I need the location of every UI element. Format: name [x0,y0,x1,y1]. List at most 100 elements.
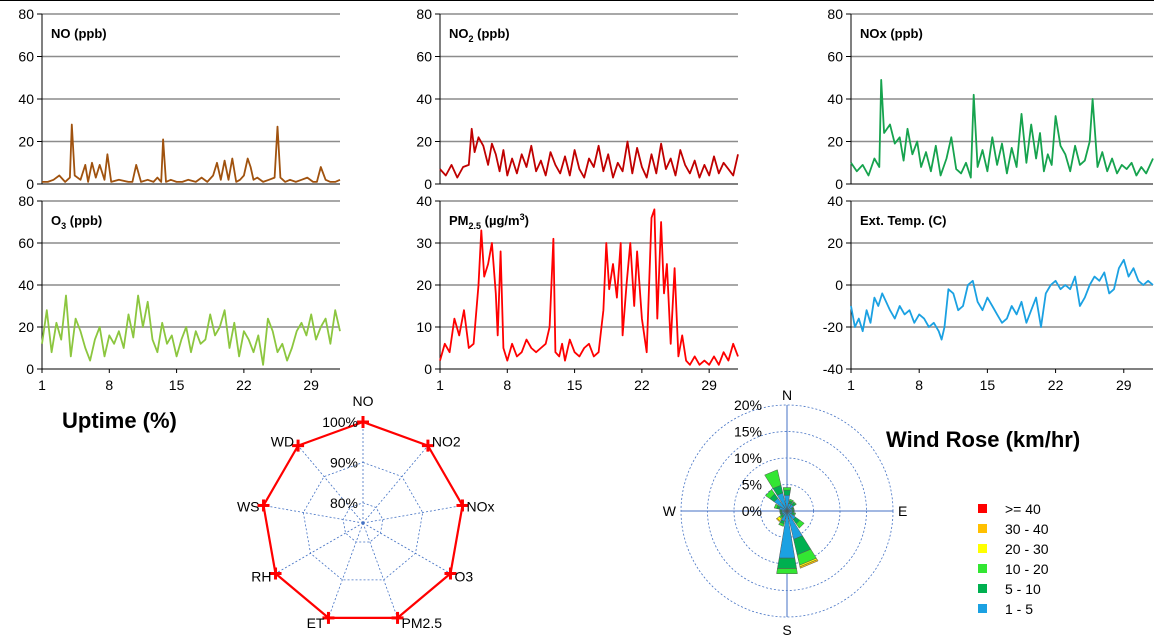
legend-label: 1 - 5 [1005,601,1033,617]
x-tick-label: 8 [915,377,923,393]
windrose-wedge [782,487,792,491]
legend-item: 20 - 30 [978,541,1049,557]
x-tick-label: 1 [436,377,444,393]
y-tick-label: 60 [18,49,34,65]
series-line [41,294,341,366]
panel-1: 0 20 40 60 80 NO (ppb) [18,6,341,192]
legend-swatch [978,584,987,593]
windrose-wedge [779,509,781,513]
windrose-tick-label: 15% [734,424,762,440]
windrose-wedge [792,501,797,506]
radar-spoke [362,505,463,524]
series-line [42,123,341,183]
legend-swatch [978,564,987,573]
windrose-title: Wind Rose (km/hr) [886,427,1080,452]
x-tick-label: 29 [701,377,717,393]
radar-category-label: O3 [454,569,473,585]
y-tick-label: 30 [416,235,432,251]
compass-label: W [663,503,677,519]
x-tick-label: 29 [1116,377,1132,393]
radar-marker [269,567,282,580]
x-tick-label: 29 [303,377,319,393]
radar-spoke [275,522,364,574]
radar-tick-label: 90% [330,454,358,470]
legend-label: 20 - 30 [1005,541,1049,557]
windrose-wedge [793,512,797,517]
compass-label: N [782,387,792,403]
y-tick-label: 60 [827,49,843,65]
panel-title: O3 (ppb) [51,213,102,231]
y-tick-label: 20 [416,134,432,150]
legend-label: 10 - 20 [1005,561,1049,577]
radar-spoke [362,522,398,619]
series-line [439,127,739,179]
radar-category-label: NO2 [432,434,461,450]
radar-marker [357,416,369,428]
y-tick-label: 40 [416,91,432,107]
y-tick-label: 40 [18,277,34,293]
series-line [850,258,1154,341]
legend-label: 5 - 10 [1005,581,1041,597]
wind-rose-legend: >= 40 30 - 40 20 - 30 10 - 20 5 - 10 1 - 5 [978,501,1049,617]
legend-swatch [978,604,987,613]
windrose-wedge [795,519,805,529]
radar-marker [292,439,305,452]
compass-label: E [898,503,907,519]
panel-6: -40 -20 0 20 40 1 8 15 22 29 Ext. Temp. (C) [823,193,1154,393]
y-tick-label: 80 [18,6,34,22]
panel-5: 0 10 20 30 40 1 8 15 22 29 PM2.5 (µg/m3) [416,193,739,393]
radar-category-label: PM2.5 [402,615,443,631]
panel-title: NO2 (ppb) [449,26,510,44]
y-tick-label: 10 [416,319,432,335]
y-tick-label: 60 [416,49,432,65]
x-tick-label: 15 [980,377,996,393]
windrose-wedge [775,517,781,523]
windrose-wedge [764,469,782,489]
x-tick-label: 8 [503,377,511,393]
radar-category-label: NOx [466,498,494,514]
windrose-wedge [792,506,795,510]
radar-category-label: WD [271,434,294,450]
y-tick-label: 20 [827,134,843,150]
x-tick-label: 22 [236,377,252,393]
y-tick-label: 40 [827,91,843,107]
x-tick-label: 1 [38,377,46,393]
radar-category-label: NO [353,393,374,409]
x-tick-label: 1 [847,377,855,393]
y-tick-label: 20 [827,235,843,251]
windrose-tick-label: 0% [742,503,762,519]
windrose-wedge [793,509,795,513]
radar-marker [322,611,335,624]
legend-swatch [978,504,987,513]
series-line [850,79,1154,179]
windrose-tick-label: 10% [734,450,762,466]
windrose-tick-label: 5% [742,477,762,493]
windrose-wedge [777,557,797,569]
y-tick-label: 20 [18,319,34,335]
legend-swatch [978,524,987,533]
windrose-wedge [799,559,819,569]
panel-2: 0 20 40 60 80 NO2 (ppb) [416,6,739,192]
panel-title: NOx (ppb) [860,26,923,41]
y-tick-label: 0 [424,361,432,377]
x-tick-label: 8 [105,377,113,393]
radar-category-label: RH [251,569,271,585]
y-tick-label: 80 [18,193,34,209]
y-tick-label: 0 [835,176,843,192]
x-tick-label: 15 [567,377,583,393]
panel-title: Ext. Temp. (C) [860,213,946,228]
radar-marker [391,611,404,624]
windrose-wedge [776,568,798,574]
windrose-wedge [789,498,794,503]
radar-spoke [362,522,451,574]
y-tick-label: 20 [18,134,34,150]
radar-marker [257,499,270,512]
radar-series [262,420,464,620]
radar-category-label: ET [307,615,325,631]
windrose-wedge [765,489,776,500]
radar-spoke [263,505,364,524]
legend-item: >= 40 [978,501,1041,517]
y-tick-label: 0 [26,176,34,192]
panel-4: 0 20 40 60 80 1 8 15 22 29 O3 (ppb) [18,193,341,393]
y-tick-label: 40 [18,91,34,107]
